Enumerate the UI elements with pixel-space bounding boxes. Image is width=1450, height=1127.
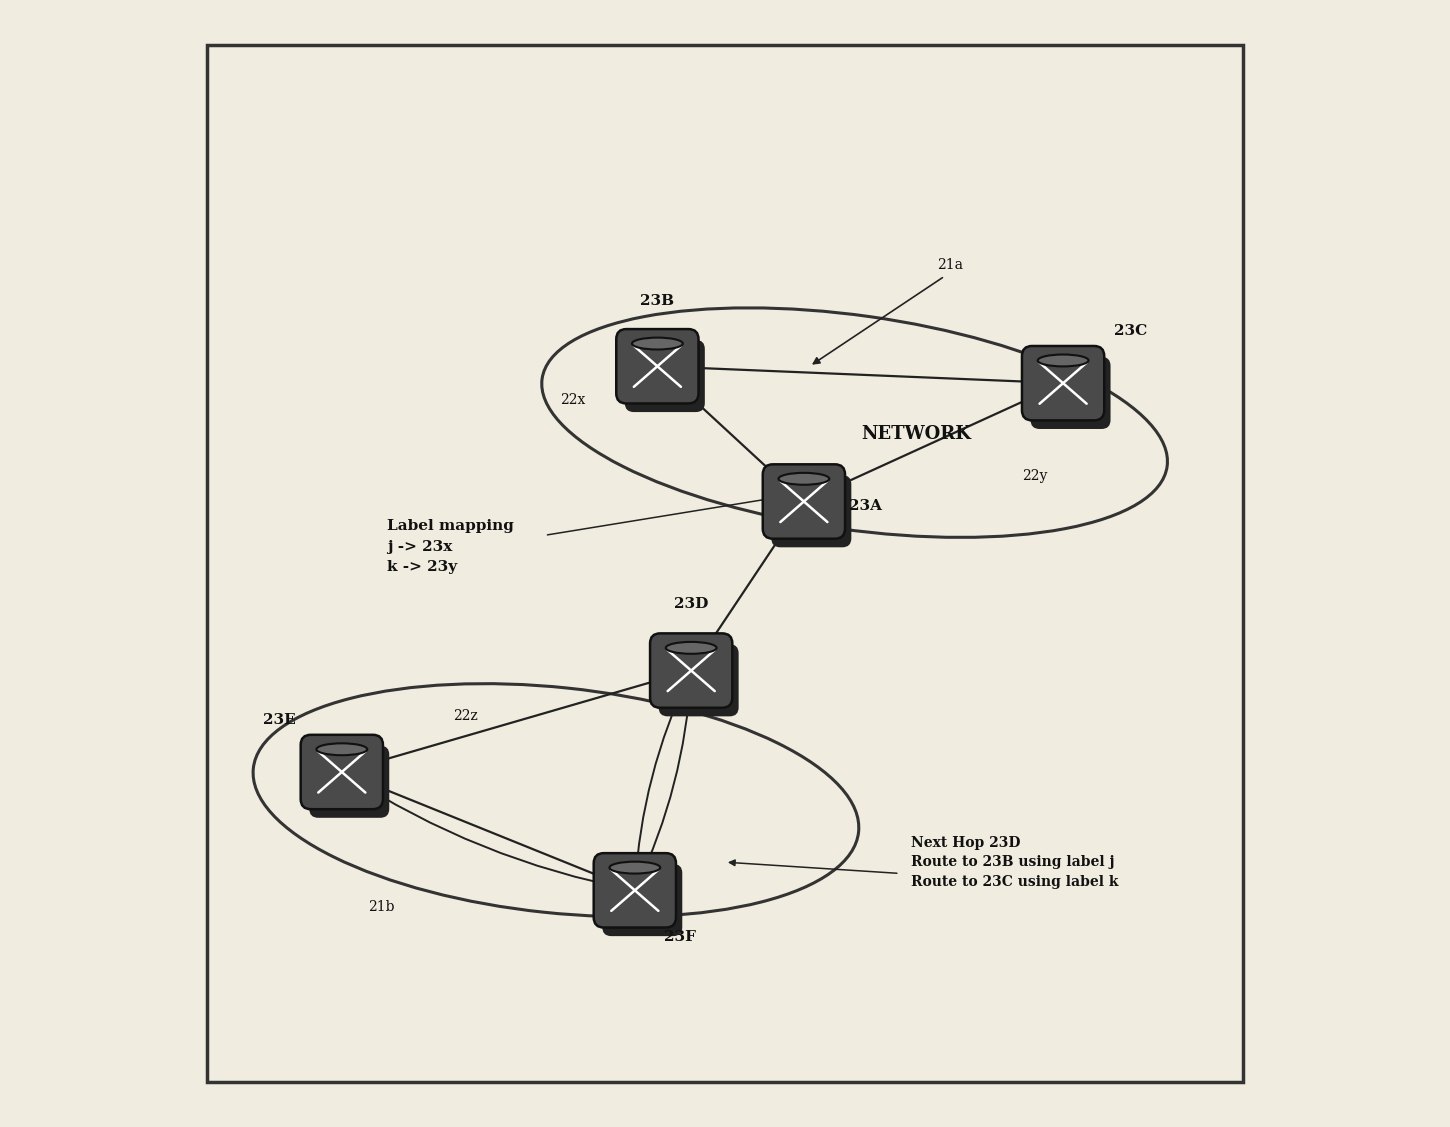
Ellipse shape [609,862,660,873]
Text: 22y: 22y [1022,469,1047,482]
Text: NETWORK: NETWORK [861,425,972,443]
FancyBboxPatch shape [1022,346,1105,420]
Text: 23A: 23A [850,499,883,513]
FancyBboxPatch shape [593,853,676,928]
Text: 22x: 22x [560,393,586,407]
Text: 23D: 23D [674,597,709,611]
FancyBboxPatch shape [763,464,845,539]
Ellipse shape [1038,355,1089,366]
Text: 22z: 22z [454,709,479,722]
Text: 21a: 21a [937,258,963,272]
Text: Next Hop 23D
Route to 23B using label j
Route to 23C using label k: Next Hop 23D Route to 23B using label j … [911,835,1118,889]
Ellipse shape [666,642,716,654]
Text: 23F: 23F [664,931,696,944]
FancyBboxPatch shape [771,476,851,548]
FancyBboxPatch shape [625,340,705,412]
FancyBboxPatch shape [309,746,389,818]
FancyBboxPatch shape [1031,357,1111,429]
FancyBboxPatch shape [602,864,683,937]
FancyBboxPatch shape [650,633,732,708]
Ellipse shape [316,744,367,755]
Text: 21b: 21b [368,900,394,914]
Text: Label mapping
j -> 23x
k -> 23y: Label mapping j -> 23x k -> 23y [387,520,513,574]
Ellipse shape [632,338,683,349]
Text: 23C: 23C [1114,325,1147,338]
FancyBboxPatch shape [658,645,738,717]
FancyBboxPatch shape [616,329,699,403]
Ellipse shape [779,473,829,485]
Text: 23B: 23B [641,294,674,308]
FancyBboxPatch shape [300,735,383,809]
Text: 23E: 23E [264,713,296,727]
